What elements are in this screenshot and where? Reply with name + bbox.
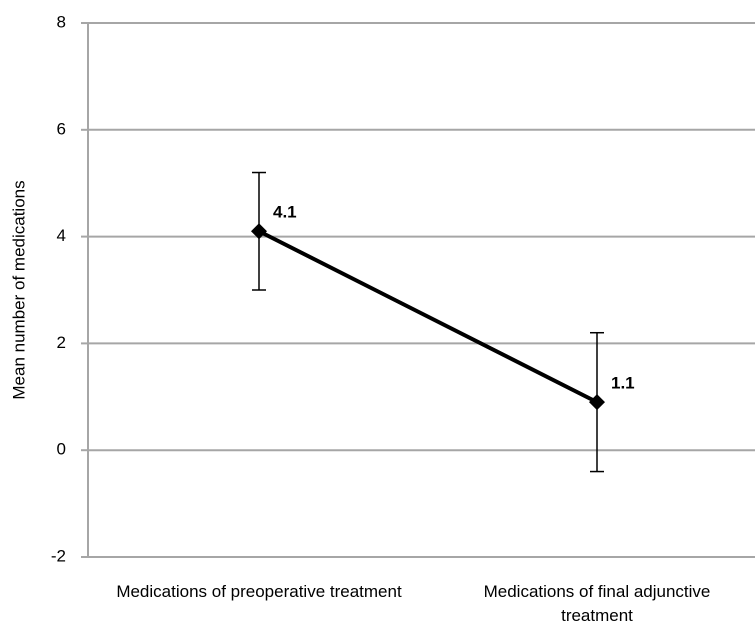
y-tick-label: 2 xyxy=(57,333,66,352)
y-tick-label: 4 xyxy=(57,226,66,245)
y-tick-label: -2 xyxy=(51,546,66,565)
line xyxy=(258,229,598,404)
y-axis-label: Mean number of medications xyxy=(9,180,28,399)
y-tick-label: 8 xyxy=(57,12,66,31)
data-label: 1.1 xyxy=(611,374,635,393)
y-tick-label: 6 xyxy=(57,119,66,138)
marker xyxy=(251,223,267,240)
x-tick-label: Medications of preoperative treatment xyxy=(116,582,402,601)
y-tick-label: 0 xyxy=(57,440,66,459)
marker xyxy=(589,394,605,411)
data-label: 4.1 xyxy=(273,203,297,222)
x-tick-label: Medications of final adjunctive treatmen… xyxy=(483,582,711,625)
